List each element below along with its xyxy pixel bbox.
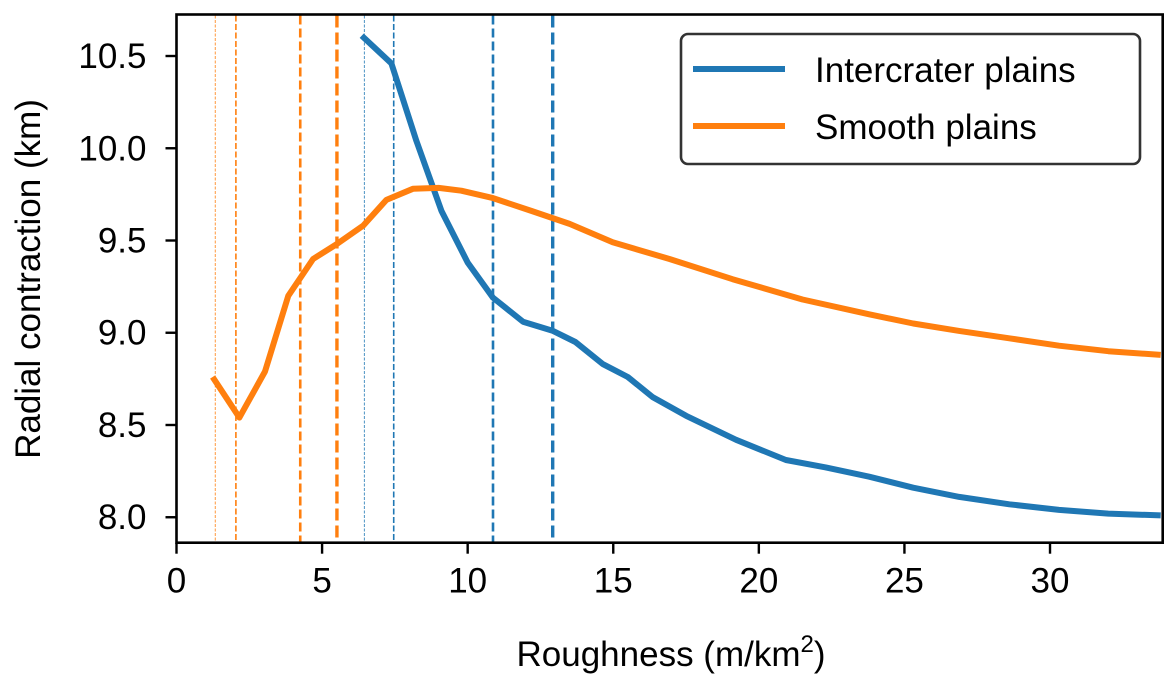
x-tick-label: 5 (312, 562, 331, 601)
y-axis-ticks: 8.0 8.5 9.0 9.5 10.0 10.5 (78, 37, 177, 537)
x-tick-label: 20 (739, 562, 778, 601)
x-tick-label: 0 (167, 562, 186, 601)
y-tick-label: 8.5 (98, 406, 147, 445)
series-line-intercrater-plains (359, 33, 1161, 519)
series-lines (210, 33, 1161, 519)
x-tick-label: 25 (885, 562, 924, 601)
y-tick-label: 8.0 (98, 498, 147, 537)
legend: Intercrater plains Smooth plains (679, 32, 1142, 166)
legend-label-intercrater-plains: Intercrater plains (815, 51, 1076, 90)
x-axis-ticks: 0 5 10 15 20 25 30 (167, 542, 1070, 601)
x-tick-label: 10 (448, 562, 487, 601)
x-axis-label-close: ) (814, 635, 826, 674)
y-tick-label: 10.5 (78, 37, 146, 76)
legend-label-smooth-plains: Smooth plains (815, 108, 1037, 147)
x-axis-label: Roughness (m/km2) (517, 631, 826, 674)
legend-box (679, 32, 1142, 166)
x-tick-label: 30 (1031, 562, 1070, 601)
series-line-smooth-plains (210, 184, 1161, 421)
x-axis-label-text: Roughness (m/km (517, 635, 801, 674)
x-tick-label: 15 (594, 562, 633, 601)
y-axis-label: Radial contraction (km) (9, 99, 48, 459)
x-axis-label-superscript: 2 (800, 631, 813, 658)
y-tick-label: 9.0 (98, 314, 147, 353)
vertical-reference-lines (214, 15, 555, 542)
y-tick-label: 10.0 (78, 129, 146, 168)
y-tick-label: 9.5 (98, 222, 147, 261)
plot-frame (175, 13, 1165, 545)
